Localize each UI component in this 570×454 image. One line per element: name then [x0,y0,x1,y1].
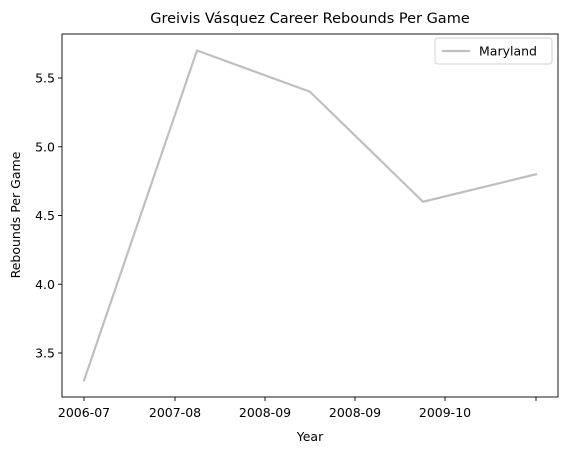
y-tick-label: 5.5 [35,71,55,86]
x-tick-label: 2009-10 [419,405,471,420]
x-axis-label: Year [296,429,324,444]
x-tick-label: 2006-07 [58,405,110,420]
data-point [534,173,538,176]
data-point [308,90,312,93]
legend-label: Maryland [479,44,537,59]
data-point [421,200,425,203]
series-line-maryland [82,49,538,382]
legend-box [434,37,553,65]
data-point [195,49,199,52]
x-tick-label: 2008-09 [239,405,291,420]
data-point [82,379,86,382]
y-tick-label: 4.0 [35,277,55,292]
y-axis-label: Rebounds Per Game [8,151,23,278]
chart-title: Greivis Vásquez Career Rebounds Per Game [150,11,470,27]
y-tick-label: 3.5 [35,346,55,361]
y-tick-label: 4.5 [35,208,55,223]
x-tick-label: 2007-08 [149,405,201,420]
plot-frame [61,33,559,398]
y-tick-label: 5.0 [35,139,55,154]
x-tick-label: 2008-09 [329,405,381,420]
